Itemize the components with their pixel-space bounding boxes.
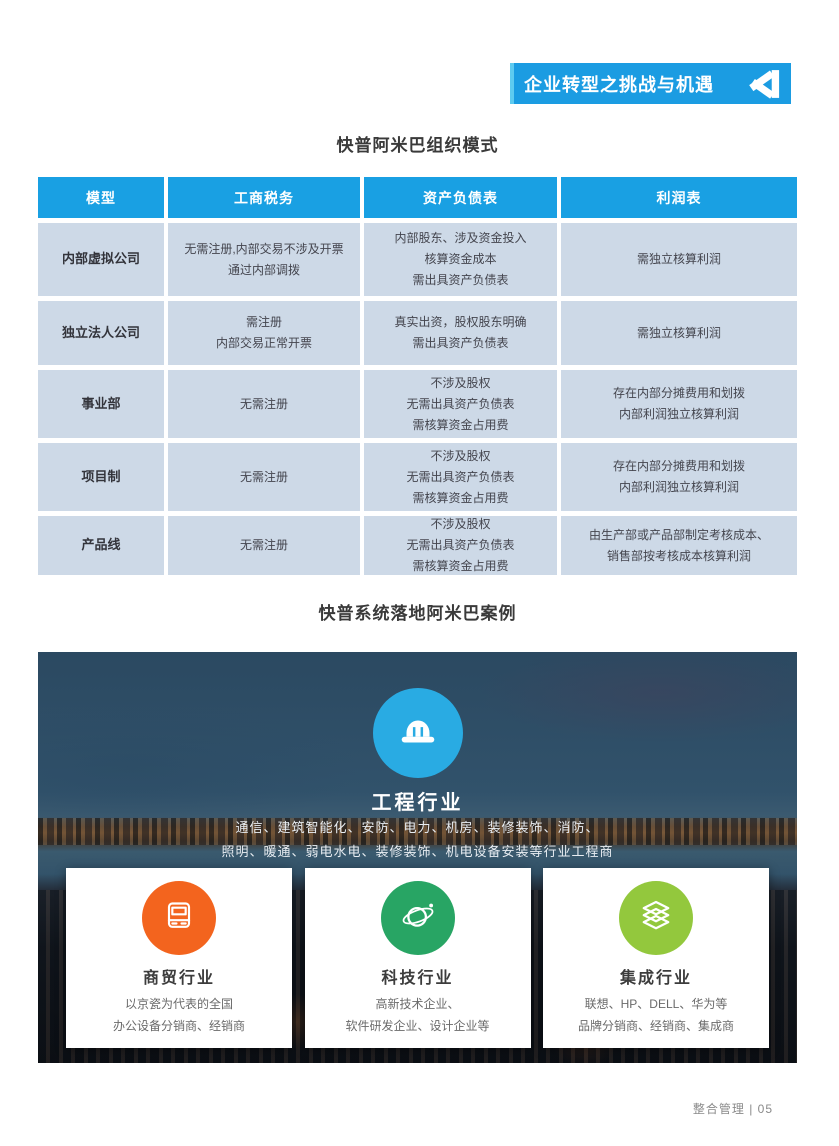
engineering-desc-line2: 照明、暖通、弱电水电、装修装饰、机电设备安装等行业工程商	[221, 844, 614, 859]
kuaipu-k-logo-icon	[748, 67, 784, 101]
cell-balance: 不涉及股权 无需出具资产负债表 需核算资金占用费	[364, 370, 557, 438]
card-title: 科技行业	[381, 970, 454, 987]
card-title: 商贸行业	[142, 970, 215, 987]
card-desc-line2: 办公设备分销商、经销商	[112, 1019, 245, 1034]
table-row: 独立法人公司 需注册 内部交易正常开票 真实出资，股权股东明确 需出具资产负债表…	[38, 301, 797, 365]
cityscape-case-panel: 工程行业 通信、建筑智能化、安防、电力、机房、装修装饰、消防、 照明、暖通、弱电…	[38, 652, 797, 1063]
cell-line: 内部利润独立核算利润	[618, 407, 739, 421]
card-desc: 以京瓷为代表的全国 办公设备分销商、经销商	[66, 993, 292, 1037]
card-desc-line1: 高新技术企业、	[375, 997, 460, 1011]
cell-line: 需独立核算利润	[636, 252, 721, 266]
page-banner: 企业转型之挑战与机遇	[510, 63, 791, 104]
cell-model: 内部虚拟公司	[38, 223, 164, 296]
column-header-balance: 资产负债表	[364, 177, 557, 218]
cell-line: 内部利润独立核算利润	[618, 480, 739, 494]
table-row: 事业部 无需注册 不涉及股权 无需出具资产负债表 需核算资金占用费 存在内部分摊…	[38, 370, 797, 438]
cell-line: 需核算资金占用费	[412, 490, 509, 505]
layers-icon	[635, 895, 677, 942]
cell-tax: 无需注册	[168, 370, 360, 438]
column-header-profit: 利润表	[561, 177, 797, 218]
cell-line: 无需注册	[239, 469, 288, 484]
cell-line: 真实出资，股权股东明确	[394, 315, 527, 329]
cell-line: 需核算资金占用费	[412, 559, 509, 573]
card-integration-industry: 集成行业 联想、HP、DELL、华为等 品牌分销商、经销商、集成商	[543, 868, 769, 1048]
delivery-truck-icon	[159, 896, 199, 941]
card-desc-line1: 联想、HP、DELL、华为等	[584, 997, 728, 1011]
cell-balance: 内部股东、涉及资金投入 核算资金成本 需出具资产负债表	[364, 223, 557, 296]
cell-line: 不涉及股权	[430, 375, 491, 390]
card-desc: 高新技术企业、 软件研发企业、设计企业等	[305, 993, 531, 1037]
hard-hat-icon	[395, 708, 441, 759]
card-trade-industry: 商贸行业 以京瓷为代表的全国 办公设备分销商、经销商	[66, 868, 292, 1048]
card-desc-line2: 品牌分销商、经销商、集成商	[577, 1019, 734, 1034]
cell-profit: 需独立核算利润	[561, 223, 797, 296]
card-desc: 联想、HP、DELL、华为等 品牌分销商、经销商、集成商	[543, 993, 769, 1037]
column-header-tax: 工商税务	[168, 177, 360, 218]
card-title: 集成行业	[619, 970, 692, 987]
cell-model: 独立法人公司	[38, 301, 164, 365]
page-footer: 整合管理 | 05	[692, 1102, 773, 1116]
cell-line: 由生产部或产品部制定考核成本、	[588, 527, 769, 542]
cell-line: 存在内部分摊费用和划拨	[612, 386, 745, 400]
cell-line: 无需注册	[239, 396, 288, 411]
cell-line: 需出具资产负债表	[412, 336, 509, 350]
integration-industry-badge	[619, 881, 693, 955]
table-row: 内部虚拟公司 无需注册,内部交易不涉及开票 通过内部调拨 内部股东、涉及资金投入…	[38, 223, 797, 296]
cell-model: 产品线	[38, 516, 164, 575]
cell-line: 通过内部调拨	[227, 262, 300, 277]
trade-industry-badge	[142, 881, 216, 955]
cell-line: 需出具资产负债表	[412, 273, 509, 287]
cell-profit: 需独立核算利润	[561, 301, 797, 365]
table-header-row: 模型 工商税务 资产负债表 利润表	[38, 177, 797, 218]
cell-line: 核算资金成本	[424, 252, 497, 266]
cell-balance: 不涉及股权 无需出具资产负债表 需核算资金占用费	[364, 516, 557, 575]
table-row: 产品线 无需注册 不涉及股权 无需出具资产负债表 需核算资金占用费 由生产部或产…	[38, 516, 797, 575]
cell-line: 需注册	[245, 315, 282, 329]
card-tech-industry: 科技行业 高新技术企业、 软件研发企业、设计企业等	[304, 868, 531, 1048]
cell-balance: 不涉及股权 无需出具资产负债表 需核算资金占用费	[364, 443, 557, 511]
section-title-cases: 快普系统落地阿米巴案例	[318, 604, 517, 623]
table-body: 内部虚拟公司 无需注册,内部交易不涉及开票 通过内部调拨 内部股东、涉及资金投入…	[38, 223, 797, 575]
engineering-industry-title: 工程行业	[371, 792, 464, 814]
cell-line: 无需注册,内部交易不涉及开票	[184, 241, 344, 256]
column-header-model: 模型	[38, 177, 164, 218]
cell-profit: 存在内部分摊费用和划拨 内部利润独立核算利润	[561, 443, 797, 511]
cell-tax: 无需注册	[168, 516, 360, 575]
cell-line: 无需注册	[239, 538, 288, 552]
cell-profit: 存在内部分摊费用和划拨 内部利润独立核算利润	[561, 370, 797, 438]
engineering-industry-badge	[372, 688, 463, 778]
card-desc-line1: 以京瓷为代表的全国	[124, 997, 233, 1011]
cell-tax: 需注册 内部交易正常开票	[168, 301, 360, 365]
cell-tax: 无需注册,内部交易不涉及开票 通过内部调拨	[168, 223, 360, 296]
card-desc-line2: 软件研发企业、设计企业等	[345, 1019, 490, 1034]
section-title-model: 快普阿米巴组织模式	[336, 136, 499, 155]
cell-line: 内部股东、涉及资金投入	[394, 231, 527, 245]
cell-balance: 真实出资，股权股东明确 需出具资产负债表	[364, 301, 557, 365]
cell-line: 内部交易正常开票	[215, 336, 312, 350]
planet-icon	[397, 895, 439, 942]
industry-cards-row: 商贸行业 以京瓷为代表的全国 办公设备分销商、经销商 科技行业 高新技术企业、	[66, 868, 769, 1048]
cell-profit: 由生产部或产品部制定考核成本、 销售部按考核成本核算利润	[561, 516, 797, 575]
cell-model: 事业部	[38, 370, 164, 438]
banner-title: 企业转型之挑战与机遇	[524, 74, 714, 95]
cell-tax: 无需注册	[168, 443, 360, 511]
cell-line: 不涉及股权	[430, 448, 491, 463]
amoeba-model-table: 模型 工商税务 资产负债表 利润表 内部虚拟公司 无需注册,内部交易不涉及开票 …	[38, 177, 797, 580]
cell-line: 不涉及股权	[430, 517, 491, 531]
cell-model: 项目制	[38, 443, 164, 511]
cell-line: 需独立核算利润	[636, 325, 721, 340]
table-row: 项目制 无需注册 不涉及股权 无需出具资产负债表 需核算资金占用费 存在内部分摊…	[38, 443, 797, 511]
cell-line: 需核算资金占用费	[412, 417, 509, 432]
engineering-desc-line1: 通信、建筑智能化、安防、电力、机房、装修装饰、消防、	[235, 820, 600, 835]
cell-line: 无需出具资产负债表	[406, 538, 515, 552]
tech-industry-badge	[380, 881, 455, 955]
cell-line: 无需出具资产负债表	[406, 469, 515, 484]
cell-line: 无需出具资产负债表	[406, 396, 515, 411]
cell-line: 销售部按考核成本核算利润	[606, 548, 751, 563]
cell-line: 存在内部分摊费用和划拨	[612, 459, 745, 473]
